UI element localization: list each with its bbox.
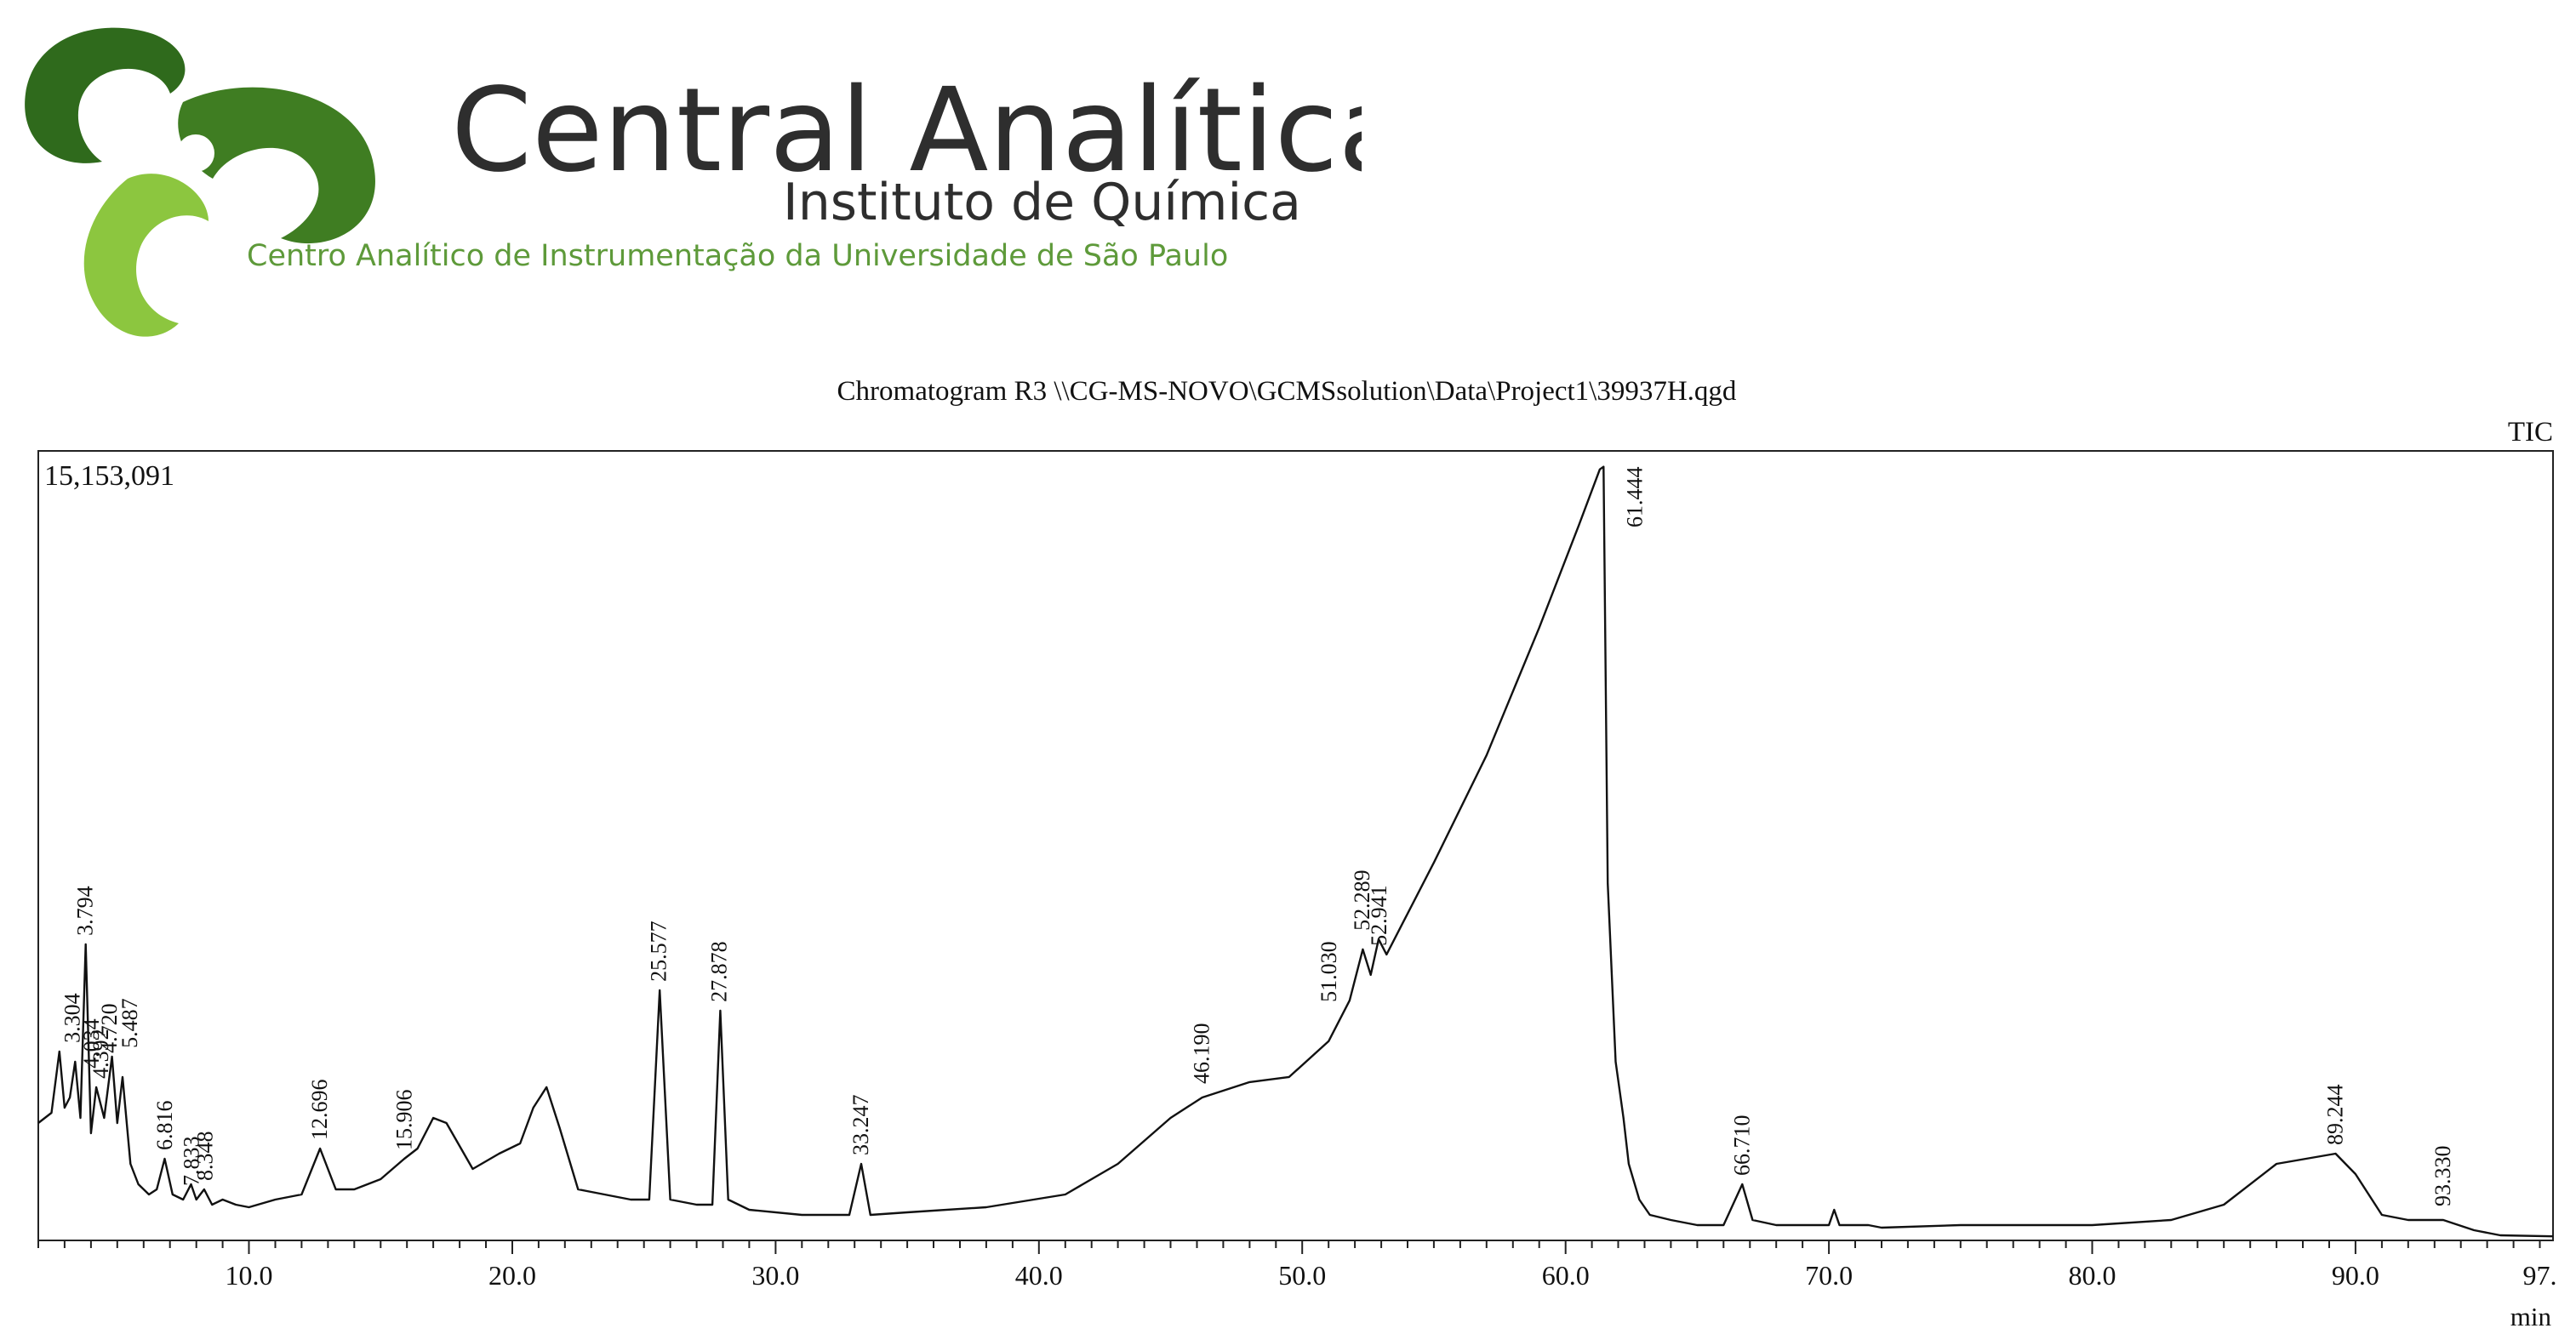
peak-label: 89.244	[2323, 1085, 2348, 1146]
peak-label: 46.190	[1189, 1023, 1214, 1085]
chart-title: Chromatogram R3 \\CG-MS-NOVO\GCMSsolutio…	[837, 376, 1737, 407]
peak-label: 3.304	[60, 993, 84, 1043]
peak-label: 27.878	[707, 941, 732, 1002]
max-intensity-label: 15,153,091	[44, 460, 174, 492]
x-tick-label: 20.0	[488, 1260, 536, 1291]
brand-institute: Instituto de Química	[783, 173, 1301, 232]
logo-emblem	[25, 27, 375, 337]
x-tick-label: 40.0	[1015, 1260, 1063, 1291]
detector-label: TIC	[2508, 417, 2553, 448]
peak-label: 15.906	[391, 1090, 416, 1151]
x-axis: 10.0 20.0 30.0 40.0 50.0 60.0 70.0 80.0 90.0 97.	[37, 1240, 2557, 1291]
central-analitica-logo: Central Analítica Instituto de Química C…	[25, 27, 1362, 337]
peak-label: 25.577	[647, 921, 671, 982]
x-tick-label: 90.0	[2332, 1260, 2379, 1291]
peak-label: 33.247	[848, 1095, 873, 1156]
peak-label: 6.816	[152, 1101, 177, 1151]
brand-tagline: Centro Analítico de Instrumentação da Un…	[247, 239, 1228, 273]
peak-label: 51.030	[1317, 941, 1341, 1002]
peak-label: 93.330	[2430, 1146, 2455, 1207]
peak-label: 8.348	[192, 1132, 217, 1182]
peak-label: 4.392	[89, 1029, 113, 1079]
x-tick-label: 10.0	[226, 1260, 273, 1291]
series-layer	[37, 465, 2554, 1238]
x-tick-label: 60.0	[1542, 1260, 1590, 1291]
x-tick-label: 70.0	[1805, 1260, 1853, 1291]
x-tick-label: 97.	[2523, 1260, 2557, 1291]
x-tick-label: 50.0	[1278, 1260, 1326, 1291]
peak-label: 3.794	[73, 886, 98, 936]
peak-label: 4.720	[97, 1003, 122, 1053]
peak-label: 4.034	[79, 1018, 104, 1069]
tic-series-line	[37, 465, 2554, 1238]
peak-label: 52.941	[1367, 885, 1391, 946]
peak-label: 66.710	[1729, 1115, 1754, 1177]
peak-label: 5.487	[117, 998, 142, 1048]
peak-label-layer: 3.794 25.577 27.878 61.444 3.3044.0344.3924.…	[60, 467, 2455, 1207]
peak-label: 12.696	[307, 1080, 332, 1141]
peak-label: 7.833	[180, 1137, 204, 1187]
x-tick-label: 30.0	[751, 1260, 799, 1291]
plot-frame	[37, 450, 2554, 1241]
peak-label: 52.289	[1350, 869, 1374, 931]
x-tick-label: 80.0	[2069, 1260, 2116, 1291]
peak-label: 61.444	[1622, 467, 1647, 528]
chromatogram-chart: Chromatogram R3 \\CG-MS-NOVO\GCMSsolutio…	[37, 376, 2557, 1331]
x-axis-label: min	[2510, 1302, 2552, 1331]
brand-title: Central Analítica	[451, 64, 1362, 198]
